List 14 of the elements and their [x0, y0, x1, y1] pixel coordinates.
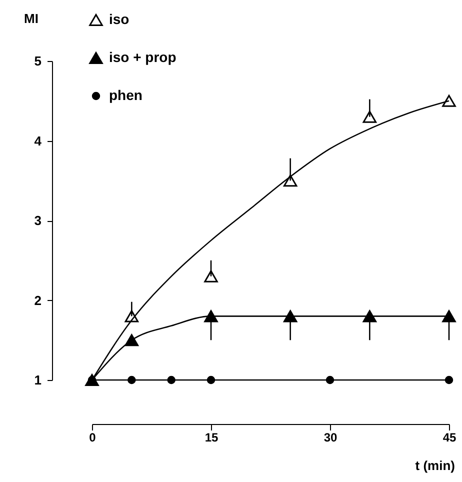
- y-tick-label: 3: [34, 213, 42, 228]
- legend-label: iso + prop: [109, 49, 176, 65]
- x-tick-label: 15: [204, 430, 218, 444]
- x-tick-label: 30: [324, 430, 338, 444]
- x-tick-label: 45: [442, 430, 456, 444]
- y-tick-label: 5: [34, 54, 42, 68]
- y-tick-label: 4: [34, 133, 42, 148]
- y-axis-title: MI: [24, 11, 38, 26]
- y-tick-label: 1: [34, 372, 42, 388]
- x-axis-title: t (min): [415, 458, 455, 473]
- legend-label: iso: [109, 11, 130, 27]
- y-tick-label: 2: [34, 292, 42, 308]
- legend-label: phen: [109, 87, 142, 103]
- x-tick-label: 0: [89, 430, 96, 444]
